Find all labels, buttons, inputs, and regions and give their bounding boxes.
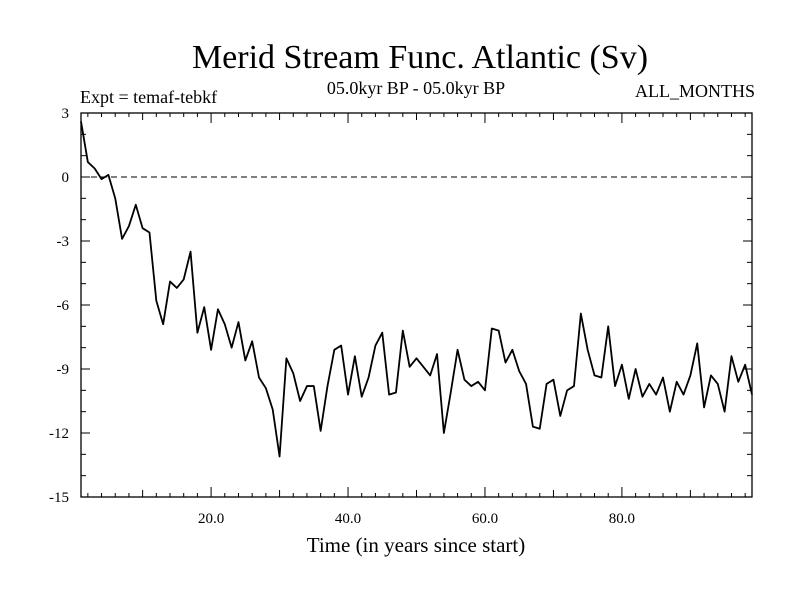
x-axis-label: Time (in years since start) [307,533,526,557]
x-axis-tick-labels: 20.0 40.0 60.0 80.0 [198,511,635,527]
y-tick-label: -9 [57,362,70,378]
x-tick-label: 80.0 [609,511,635,527]
tick-marks [81,112,752,498]
x-tick-label: 40.0 [335,511,361,527]
chart-title: Merid Stream Func. Atlantic (Sv) [192,39,648,76]
x-tick-label: 20.0 [198,511,224,527]
y-tick-label: -3 [57,234,70,250]
series-line [80,121,753,458]
experiment-label: Expt = temaf-tebkf [80,87,217,107]
y-axis-tick-labels: 3 0 -3 -6 -9 -12 -15 [49,106,69,506]
plot-area-frame [80,112,753,498]
y-tick-label: -6 [57,298,70,314]
y-tick-label: 0 [62,170,70,186]
x-tick-label: 60.0 [472,511,498,527]
y-tick-label: -12 [49,426,69,442]
months-label: ALL_MONTHS [635,81,755,101]
period-label: 05.0kyr BP - 05.0kyr BP [327,78,505,98]
series-group [80,121,753,458]
y-tick-label: 3 [62,106,70,122]
y-tick-label: -15 [49,490,69,506]
